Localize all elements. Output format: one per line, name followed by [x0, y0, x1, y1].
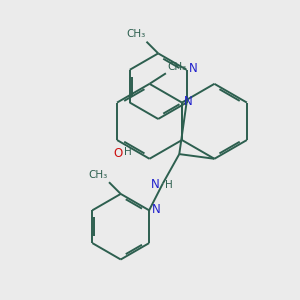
Text: CH₃: CH₃	[167, 62, 186, 72]
Text: H: H	[165, 179, 173, 190]
Text: CH₃: CH₃	[88, 170, 108, 180]
Text: O: O	[114, 147, 123, 160]
Text: N: N	[151, 178, 159, 191]
Text: CH₃: CH₃	[126, 29, 145, 39]
Text: N: N	[152, 202, 160, 216]
Text: N: N	[184, 95, 193, 108]
Text: N: N	[189, 62, 198, 75]
Text: H: H	[124, 147, 132, 157]
